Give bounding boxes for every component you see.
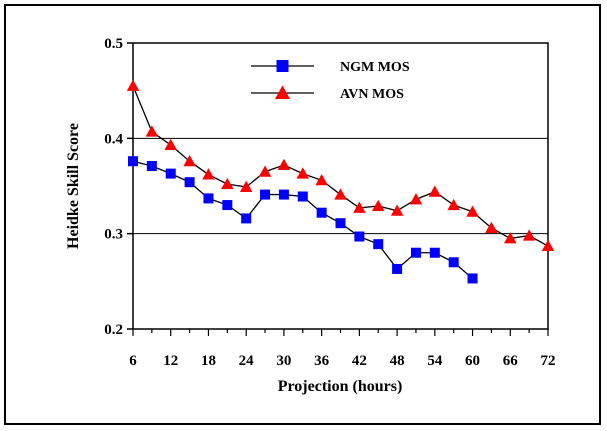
data-point-ngm-mos — [392, 263, 403, 274]
data-point-ngm-mos — [448, 257, 459, 268]
x-tick-label: 36 — [314, 353, 330, 369]
data-point-ngm-mos — [203, 193, 214, 204]
data-point-avn-mos — [202, 168, 215, 180]
data-point-avn-mos — [221, 177, 234, 190]
x-tick-label: 42 — [352, 353, 367, 369]
data-point-ngm-mos — [316, 207, 327, 218]
y-tick-label: 0.5 — [104, 36, 123, 52]
data-point-avn-mos — [334, 188, 347, 200]
data-point-avn-mos — [277, 158, 291, 171]
data-point-avn-mos — [315, 174, 328, 186]
data-point-avn-mos — [126, 79, 140, 91]
tick-labels: 0.2 0.3 0.4 0.5 6 12 18 24 30 36 42 48 54 60 66 72 — [104, 36, 555, 369]
data-point-avn-mos — [371, 199, 385, 212]
legend-marker — [275, 85, 290, 99]
x-tick-label: 72 — [541, 353, 556, 369]
series-avn-mos — [126, 79, 555, 252]
legend-entry-ngm-mos: NGM MOS — [251, 60, 410, 75]
data-point-avn-mos — [164, 138, 177, 151]
data-point-avn-mos — [296, 167, 310, 179]
x-tick-label: 48 — [390, 353, 405, 369]
legend-label: NGM MOS — [340, 60, 410, 75]
x-tick-label: 6 — [129, 353, 137, 369]
data-point-ngm-mos — [146, 160, 157, 171]
x-tick-label: 24 — [239, 353, 255, 369]
data-point-ngm-mos — [278, 189, 289, 200]
data-point-ngm-mos — [410, 247, 421, 258]
data-point-avn-mos — [447, 198, 460, 211]
x-tick-label: 30 — [276, 353, 291, 369]
data-point-avn-mos — [522, 229, 536, 241]
data-point-avn-mos — [145, 125, 159, 137]
data-point-ngm-mos — [241, 213, 252, 224]
data-point-avn-mos — [428, 185, 442, 197]
x-tick-label: 60 — [465, 353, 480, 369]
x-tick-label: 18 — [201, 353, 216, 369]
data-point-ngm-mos — [222, 200, 233, 211]
series-line-ngm-mos — [132, 160, 473, 279]
legend: NGM MOS AVN MOS — [251, 60, 410, 102]
data-point-avn-mos — [541, 239, 555, 252]
x-tick-label: 12 — [163, 353, 178, 369]
data-point-avn-mos — [409, 193, 423, 205]
y-tick-label: 0.2 — [104, 322, 123, 338]
data-point-ngm-mos — [429, 247, 440, 258]
data-point-avn-mos — [353, 201, 366, 213]
data-point-ngm-mos — [467, 273, 478, 284]
legend-label: AVN MOS — [340, 87, 404, 102]
legend-entry-avn-mos: AVN MOS — [251, 85, 404, 102]
chart-frame — [4, 4, 601, 425]
data-point-ngm-mos — [297, 191, 308, 202]
data-point-avn-mos — [485, 221, 498, 233]
data-point-ngm-mos — [335, 218, 346, 229]
plot-area-border — [132, 42, 549, 330]
data-point-ngm-mos — [354, 231, 365, 242]
data-point-avn-mos — [504, 232, 517, 244]
axes — [127, 42, 549, 336]
y-tick-label: 0.4 — [104, 131, 123, 147]
x-tick-label: 54 — [427, 353, 443, 369]
data-point-ngm-mos — [128, 156, 138, 167]
data-point-ngm-mos — [165, 168, 176, 179]
data-point-avn-mos — [258, 165, 272, 177]
data-point-avn-mos — [390, 204, 404, 216]
legend-marker — [276, 60, 289, 72]
series — [126, 79, 555, 284]
data-point-avn-mos — [466, 205, 479, 217]
data-point-ngm-mos — [260, 189, 271, 200]
series-ngm-mos — [128, 156, 478, 284]
y-tick-label: 0.3 — [104, 227, 123, 243]
data-point-ngm-mos — [373, 239, 384, 250]
data-point-avn-mos — [183, 154, 196, 167]
data-point-ngm-mos — [184, 177, 195, 188]
x-axis-title: Projection (hours) — [278, 378, 403, 395]
data-point-avn-mos — [239, 180, 253, 192]
grid-lines — [133, 137, 548, 235]
x-tick-label: 66 — [503, 353, 519, 369]
y-axis-title: Heidke Skill Score — [65, 123, 82, 249]
